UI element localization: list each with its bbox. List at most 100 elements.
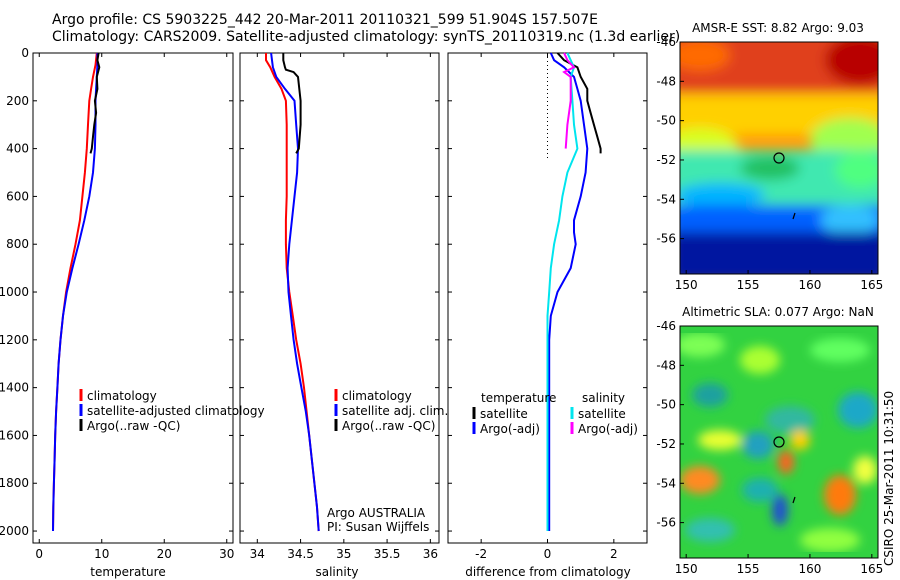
salinity-lines [265,52,320,532]
x-tick-label: 35 [336,547,351,561]
temperature-axes-frame [32,52,234,544]
series-climatology-line [52,52,98,532]
series-argo-raw-qc-line [89,52,101,154]
series-salinity-argo-adj-line [562,52,576,149]
y-tick-label: -56 [656,516,676,530]
y-tick-label: -56 [656,232,676,246]
y-tick-label: -54 [656,192,676,206]
series-argo-raw-qc-line [282,53,302,154]
series-satellite-adj-clim-line [270,52,320,532]
x-tick-label: 165 [860,562,883,576]
legend-group-title: salinity [582,391,625,405]
legend-label: Argo(-adj) [578,422,638,436]
y-tick-label: -46 [656,319,676,333]
x-tick-label: 20 [157,547,172,561]
y-tick-label: -46 [656,35,676,49]
salinity-xlabel: salinity [315,565,358,579]
x-tick-label: 36 [423,547,438,561]
salinity-axes-frame [239,52,440,544]
legend-label: Argo(-adj) [480,422,540,436]
temperature-xlabel: temperature [90,565,165,579]
float-location-circle [773,152,785,164]
sst-map-title: AMSR-E SST: 8.82 Argo: 9.03 [692,21,864,35]
sla-map-title: Altimetric SLA: 0.077 Argo: NaN [682,305,874,319]
drift-arrow-mark [792,496,796,504]
y-tick-label: -54 [656,476,676,490]
sla-map-ticks: 150 155 160 165 -46 -48 -50 -52 -54 -56 [656,319,883,576]
difference-xlabel: difference from climatology [465,565,631,579]
y-tick-label: 1600 [0,428,29,442]
y-tick-label: -50 [656,114,676,128]
y-tick-label: 1000 [0,285,29,299]
x-tick-label: 165 [860,278,883,292]
difference-ticks: -2 0 2 [448,52,647,561]
legend-label: Argo(..raw -QC) [87,419,180,433]
difference-lines [546,52,602,531]
x-tick-label: 155 [737,562,760,576]
y-tick-label: -50 [656,398,676,412]
x-tick-label: 30 [219,547,234,561]
credit-stamp: CSIRO 25-Mar-2011 10:31:50 [882,391,896,566]
x-tick-label: 150 [675,278,698,292]
x-tick-label: 10 [94,547,109,561]
x-tick-label: 2 [610,547,618,561]
y-tick-label: 0 [21,46,29,60]
sla-map-frame [679,325,879,559]
sst-float-marker [773,152,796,220]
legend-label: satellite [578,407,626,421]
difference-panel: -2 0 2 temperaturesatelliteArgo(-adj)salin… [447,52,648,579]
float-pi-note: PI: Susan Wijffels [327,520,429,534]
y-tick-label: -48 [656,358,676,372]
y-tick-label: 1800 [0,476,29,490]
x-tick-label: 150 [675,562,698,576]
series-temperature-satellite-line [548,52,589,531]
y-tick-label: 1200 [0,333,29,347]
x-tick-label: -2 [475,547,487,561]
temperature-lines [52,52,101,532]
y-tick-label: 400 [6,142,29,156]
x-tick-label: 35.5 [374,547,401,561]
series-salinity-satellite-line [546,52,579,531]
y-tick-label: 800 [6,237,29,251]
sla-field [680,326,878,558]
legend-label: satellite adj. clim. [342,404,448,418]
legend-label: climatology [87,389,157,403]
float-location-circle [773,436,785,448]
float-owner-note: Argo AUSTRALIA [327,506,426,520]
drift-arrow-mark [792,212,796,220]
x-tick-label: 160 [798,278,821,292]
y-tick-label: -52 [656,153,676,167]
header-climatology-line: Climatology: CARS2009. Satellite-adjuste… [52,29,681,45]
sla-map: Altimetric SLA: 0.077 Argo: NaN [656,305,883,576]
legend-label: satellite [480,407,528,421]
sst-map: AMSR-E SST: 8.82 Argo: 9.03 150 155 160 165… [656,21,883,292]
sla-float-marker [773,436,796,504]
x-tick-label: 34 [250,547,265,561]
y-tick-label: -52 [656,437,676,451]
series-satellite-adjusted-climatology-line [52,53,99,532]
x-tick-label: 0 [35,547,43,561]
y-tick-label: -48 [656,74,676,88]
x-tick-label: 155 [737,278,760,292]
sst-map-ticks: 150 155 160 165 -46 -48 -50 -52 -54 -56 [656,35,883,292]
y-tick-label: 200 [6,94,29,108]
legend-label: Argo(..raw -QC) [342,419,435,433]
x-tick-label: 160 [798,562,821,576]
legend-label: satellite-adjusted climatology [87,404,265,418]
y-tick-label: 1400 [0,381,29,395]
x-tick-label: 0 [544,547,552,561]
sst-field [680,42,878,274]
legend-label: climatology [342,389,412,403]
y-tick-label: 2000 [0,524,29,538]
x-tick-label: 34.5 [287,547,314,561]
sst-map-frame [679,41,879,275]
temperature-ticks: 0 10 20 30 0 200 400 600 800 1000 1200 1400 1600 1800… [0,46,234,561]
header-profile-line: Argo profile: CS 5903225_442 20-Mar-2011… [52,12,599,28]
difference-legend: temperaturesatelliteArgo(-adj)salinitysa… [472,391,638,436]
salinity-ticks: 34 34.5 35 35.5 36 [240,52,439,561]
legend-group-title: temperature [481,391,556,405]
